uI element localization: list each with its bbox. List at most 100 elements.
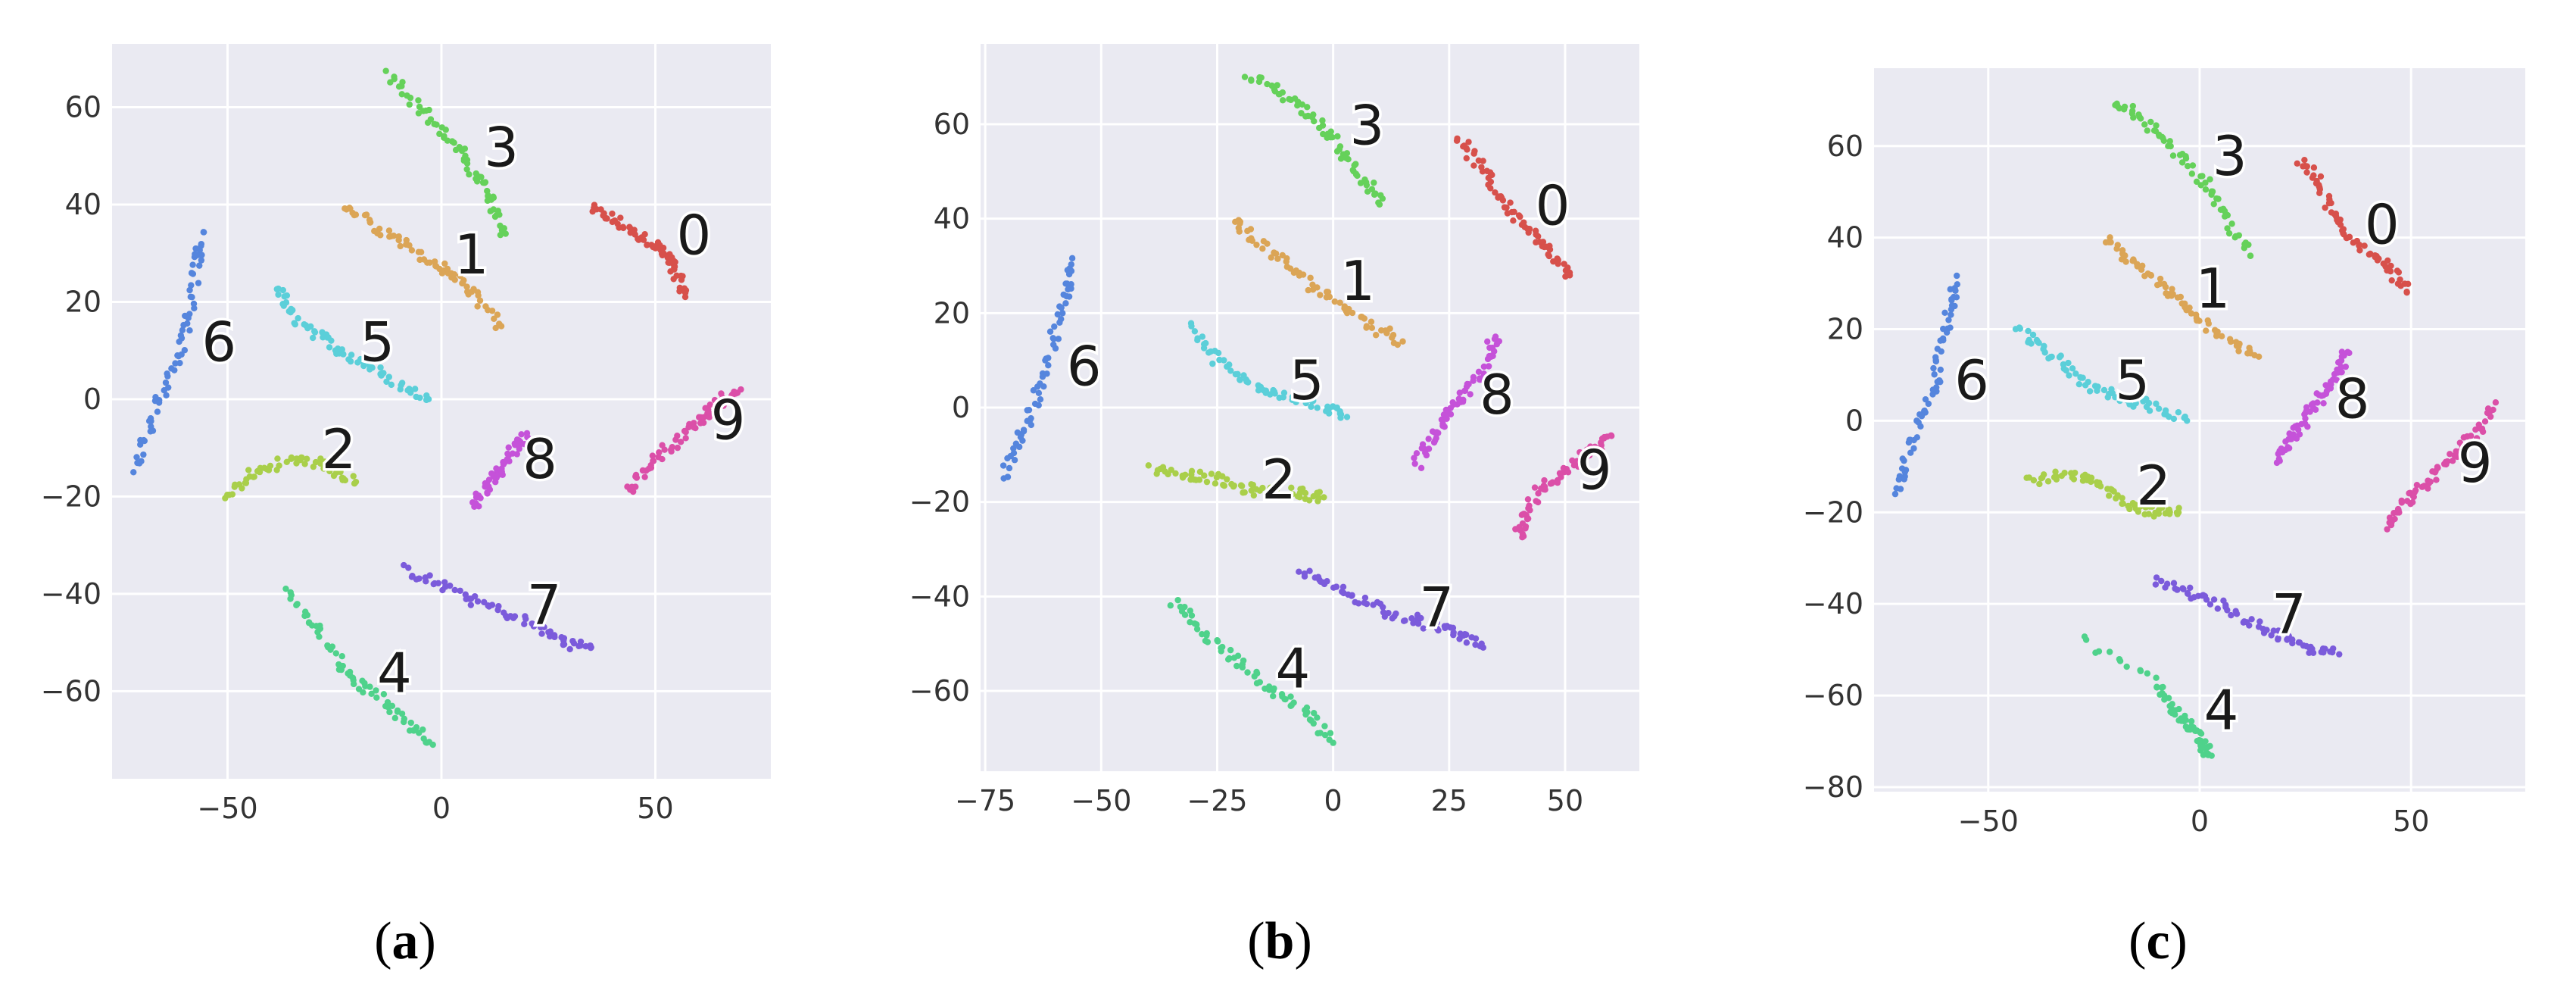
data-point [1204, 639, 1212, 645]
data-point [2153, 281, 2161, 289]
data-point [2038, 474, 2046, 481]
data-point [1336, 143, 1344, 150]
data-point [1945, 317, 1952, 323]
data-point [427, 116, 435, 123]
cluster-3: 3 [2112, 100, 2254, 260]
data-point [1392, 610, 1399, 617]
cluster-7: 7 [401, 561, 594, 653]
data-point [1905, 439, 1913, 446]
data-point [1027, 417, 1034, 423]
data-point [1487, 185, 1494, 192]
data-point [1532, 227, 1539, 234]
data-point [478, 173, 485, 180]
data-point [452, 146, 460, 154]
data-point [700, 414, 707, 420]
data-point [2202, 738, 2209, 745]
cluster-label: 3 [484, 116, 519, 180]
data-point [652, 245, 659, 252]
data-point [338, 653, 345, 660]
data-point [1899, 455, 1906, 462]
cluster-0: 0 [2294, 156, 2412, 296]
data-point [1182, 471, 1189, 479]
data-point [1014, 429, 1021, 436]
cluster-label: 4 [2204, 678, 2239, 742]
data-point [639, 467, 647, 474]
cluster-2: 2 [222, 415, 360, 502]
data-point [366, 683, 373, 690]
data-point [2391, 515, 2398, 523]
data-point [1283, 258, 1290, 265]
data-point [1303, 704, 1311, 711]
data-point [196, 262, 203, 269]
data-point [2106, 648, 2113, 655]
data-point [2079, 374, 2086, 381]
data-point [521, 620, 528, 627]
data-point [2434, 464, 2441, 471]
cluster-label: 2 [322, 417, 357, 481]
x-tick-label: 0 [432, 792, 451, 825]
data-point [1181, 603, 1188, 611]
data-point [1201, 472, 1208, 479]
data-point [2119, 247, 2126, 254]
data-point [1541, 243, 1548, 251]
data-point [2310, 164, 2318, 171]
data-point [2166, 506, 2173, 514]
data-point [1317, 730, 1324, 736]
data-point [185, 314, 192, 321]
data-point [2320, 400, 2327, 407]
data-point [388, 702, 396, 709]
data-point [485, 477, 493, 483]
data-point [423, 739, 430, 746]
data-point [145, 417, 153, 424]
data-point [388, 381, 395, 389]
data-point [2339, 227, 2346, 234]
data-point [2153, 683, 2160, 690]
data-point [416, 575, 423, 582]
data-point [2268, 632, 2275, 639]
data-point [2162, 283, 2169, 291]
data-point [463, 160, 471, 167]
data-point [732, 390, 739, 397]
data-point [2138, 266, 2145, 273]
data-point [245, 467, 252, 473]
data-point [2094, 383, 2101, 390]
data-point [2170, 580, 2178, 586]
data-point [522, 615, 529, 623]
data-point [2289, 636, 2296, 643]
data-point [328, 337, 335, 344]
data-point [490, 473, 497, 480]
data-point [383, 378, 390, 386]
data-point [188, 270, 195, 277]
data-point [1937, 366, 1944, 373]
data-point [345, 670, 351, 677]
data-point [2145, 511, 2153, 517]
data-point [1068, 267, 1075, 274]
data-point [2235, 348, 2242, 355]
data-point [1518, 221, 1526, 228]
data-point [311, 328, 318, 335]
data-point [1054, 311, 1061, 318]
data-point [1948, 297, 1955, 304]
data-point [178, 351, 185, 358]
data-point [2200, 752, 2207, 758]
cluster-label: 9 [2458, 431, 2493, 495]
data-point [2129, 258, 2136, 264]
data-point [2301, 420, 2309, 427]
data-point [1046, 328, 1054, 335]
data-point [2247, 252, 2254, 260]
data-point [417, 248, 425, 255]
data-point [674, 444, 681, 452]
data-point [1237, 220, 1243, 227]
data-point [1524, 515, 1532, 522]
data-point [2188, 310, 2195, 317]
data-point [425, 395, 432, 403]
data-point [2180, 586, 2187, 592]
data-point [516, 437, 522, 444]
data-point [1302, 711, 1309, 718]
data-point [1457, 630, 1464, 637]
data-point [1554, 479, 1561, 486]
data-point [670, 276, 677, 283]
data-point [282, 585, 289, 592]
data-point [1248, 77, 1255, 84]
data-point [2134, 261, 2141, 267]
